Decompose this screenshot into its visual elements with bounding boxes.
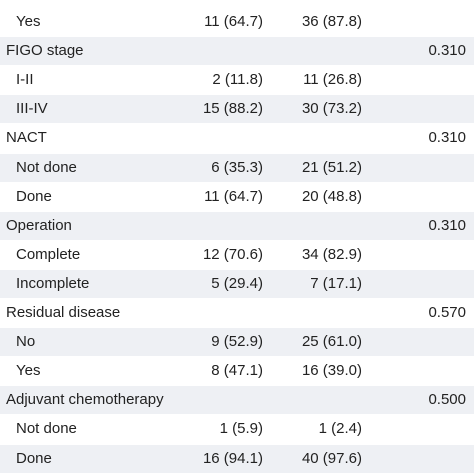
row-label: Yes [16, 362, 41, 380]
table-row: Not done 6 (35.3) 21 (51.2) [0, 153, 474, 183]
cell-value: 8 (47.1) [211, 362, 263, 380]
p-value: 0.310 [428, 216, 466, 234]
cell-value: 7 (17.1) [310, 274, 362, 292]
row-label: Yes [16, 13, 41, 30]
p-value: 0.310 [428, 129, 466, 147]
cell-value: 1 (2.4) [318, 420, 362, 438]
table-row: Complete 12 (70.6) 34 (82.9) [0, 241, 474, 270]
cell-value: 34 (82.9) [301, 245, 362, 263]
row-label: Incomplete [16, 274, 90, 292]
cell-value: 5 (29.4) [211, 274, 263, 292]
table-row: Done 11 (64.7) 20 (48.8) [0, 183, 474, 212]
cell-value: 40 (97.6) [301, 449, 362, 467]
cell-value: 30 (73.2) [301, 100, 362, 118]
p-value: 0.500 [428, 391, 466, 409]
cell-value: 20 (48.8) [301, 187, 362, 205]
row-label: Operation [6, 216, 72, 234]
row-label: Not done [16, 158, 77, 176]
cell-value: 15 (88.2) [202, 100, 263, 118]
table-row: Yes 11 (64.7) 36 (87.8) [0, 8, 474, 37]
cell-value: 11 (64.7) [204, 187, 263, 205]
cell-value: 6 (35.3) [211, 158, 263, 176]
table-row: NACT 0.310 [0, 124, 474, 154]
table-row: Yes 8 (47.1) 16 (39.0) [0, 357, 474, 387]
table-row: III-IV 15 (88.2) 30 (73.2) [0, 95, 474, 125]
table-row: Adjuvant chemotherapy 0.500 [0, 386, 474, 416]
p-value: 0.570 [428, 304, 466, 321]
cell-value: 12 (70.6) [202, 245, 263, 263]
row-label: III-IV [16, 100, 48, 118]
table-row: FIGO stage 0.310 [0, 37, 474, 67]
cell-value: 16 (39.0) [301, 362, 362, 380]
table-row: Operation 0.310 [0, 211, 474, 241]
row-label: Done [16, 187, 52, 205]
row-label: I-II [16, 71, 34, 89]
cell-value: 9 (52.9) [211, 333, 263, 351]
row-label: Done [16, 449, 52, 467]
cell-value: 2 (11.8) [212, 71, 263, 89]
table-row: Residual disease 0.570 [0, 299, 474, 328]
cell-value: 36 (87.8) [301, 13, 362, 30]
table-row: Incomplete 5 (29.4) 7 (17.1) [0, 269, 474, 299]
row-label: Residual disease [6, 304, 121, 321]
row-label: No [16, 333, 36, 351]
row-label: Complete [16, 245, 81, 263]
table-row: Not done 1 (5.9) 1 (2.4) [0, 415, 474, 445]
row-label: NACT [6, 129, 47, 147]
cell-value: 11 (26.8) [303, 71, 362, 89]
cell-value: 11 (64.7) [204, 13, 263, 30]
table-row: No 9 (52.9) 25 (61.0) [0, 328, 474, 358]
cell-value: 16 (94.1) [202, 449, 263, 467]
p-value: 0.310 [428, 42, 466, 60]
row-label: Not done [16, 420, 77, 438]
table-row: I-II 2 (11.8) 11 (26.8) [0, 66, 474, 96]
row-label: Adjuvant chemotherapy [6, 391, 164, 409]
cell-value: 1 (5.9) [219, 420, 263, 438]
row-label: FIGO stage [6, 42, 84, 60]
cell-value: 21 (51.2) [301, 158, 362, 176]
cell-value: 25 (61.0) [301, 333, 362, 351]
table-row: Done 16 (94.1) 40 (97.6) [0, 444, 474, 474]
